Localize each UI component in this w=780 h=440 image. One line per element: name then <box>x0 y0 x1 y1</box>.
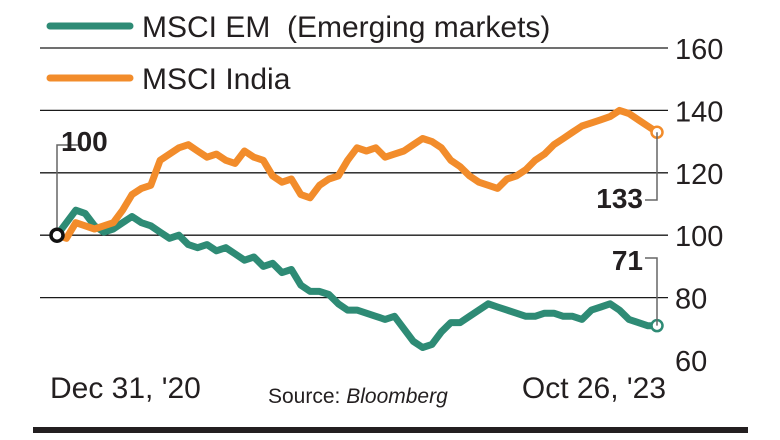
start-label-leader <box>56 144 78 236</box>
source-prefix: Source: <box>268 385 346 408</box>
legend-label-india: MSCI India <box>142 63 291 96</box>
end-value-label-em: 71 <box>612 245 643 276</box>
end-value-label-india: 133 <box>596 183 643 214</box>
y-tick-label-60: 60 <box>675 346 707 378</box>
y-tick-label-100: 100 <box>675 221 723 253</box>
y-tick-label-120: 120 <box>675 159 723 191</box>
legend-label-em: MSCI EM (Emerging markets) <box>142 11 550 44</box>
y-tick-label-160: 160 <box>675 34 723 66</box>
start-value-label: 100 <box>61 126 108 157</box>
source-name: Bloomberg <box>346 385 448 408</box>
series-line-em <box>53 206 661 351</box>
source-note: Source: Bloomberg <box>268 385 448 408</box>
start-point-marker <box>49 227 65 243</box>
y-tick-label-140: 140 <box>675 96 723 128</box>
end-label-leader-india <box>645 132 658 201</box>
series-line-india <box>53 106 661 242</box>
end-label-leader-em <box>645 257 658 326</box>
footer-rule <box>33 427 748 433</box>
x-label-end: Oct 26, '23 <box>522 372 666 405</box>
x-label-start: Dec 31, '20 <box>50 372 201 405</box>
y-tick-label-80: 80 <box>675 284 707 316</box>
